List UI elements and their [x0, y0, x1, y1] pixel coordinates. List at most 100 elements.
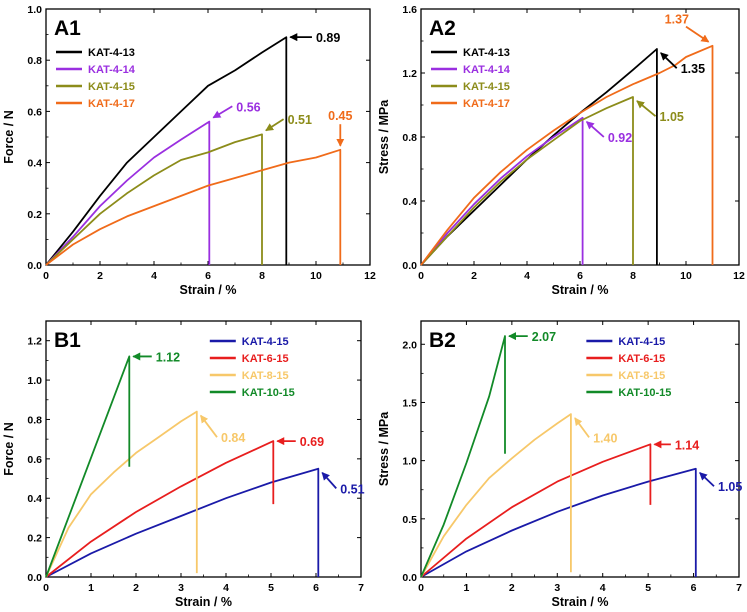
legend-label: KAT-4-13 [88, 47, 135, 59]
y-axis-title: Stress / MPa [377, 99, 391, 174]
series-line-kat-10-15 [45, 355, 131, 578]
annotation-arrow [265, 118, 285, 132]
annotation-value: 0.45 [328, 109, 352, 123]
y-tick-label: 0.0 [27, 572, 42, 584]
annotation-value: 1.12 [156, 350, 180, 364]
annotation-value: 1.05 [660, 110, 684, 124]
panel-A1: 0 2 4 6 8 10 12 0.0 0.2 0.4 0.6 0.8 1.0 Strain / % For… [2, 4, 376, 297]
y-tick-label: 0.8 [27, 414, 42, 426]
series-line-kat-4-15 [45, 133, 263, 266]
annotation-arrow [699, 472, 715, 487]
x-tick-label: 8 [630, 270, 636, 282]
x-tick-label: 10 [680, 270, 692, 282]
x-tick-label: 3 [178, 582, 184, 594]
legend-label: KAT-4-15 [242, 336, 289, 348]
series-line-kat-4-15 [420, 467, 697, 578]
y-tick-label: 0.6 [27, 454, 42, 466]
x-tick-label: 1 [464, 582, 470, 594]
panel-label: A1 [54, 17, 81, 40]
x-tick-label: 0 [43, 270, 49, 282]
annotation-arrow [636, 100, 657, 117]
x-tick-label: 6 [577, 270, 583, 282]
x-tick-label: 4 [151, 270, 157, 282]
annotation-value: 2.07 [532, 330, 556, 344]
x-tick-label: 2 [471, 270, 477, 282]
y-tick-label: 1.0 [27, 4, 42, 16]
panel-B2: 0 1 2 3 4 5 6 7 0.0 0.5 1.0 1.5 2.0 Strain / % Stress … [377, 320, 742, 609]
y-tick-label: 0.8 [402, 132, 417, 144]
y-tick-label: 0.2 [27, 533, 42, 545]
series-line-kat-4-17 [45, 148, 342, 266]
y-tick-label: 0.0 [27, 260, 42, 272]
x-tick-label: 6 [205, 270, 211, 282]
annotation-value: 0.89 [316, 31, 340, 45]
panel-label: A2 [429, 17, 456, 40]
annotation-arrow [200, 414, 218, 438]
annotation-value: 0.51 [340, 482, 364, 496]
legend-label: KAT-4-13 [463, 47, 510, 59]
annotation-arrow [574, 417, 590, 438]
annotation-arrow [685, 25, 710, 43]
annotation-value: 1.40 [593, 431, 617, 445]
annotation-value: 0.69 [300, 435, 324, 449]
series-line-kat-4-15 [45, 467, 320, 578]
x-tick-label: 7 [736, 582, 742, 594]
panel-label: B2 [429, 329, 456, 352]
y-tick-label: 0.8 [27, 55, 42, 67]
y-tick-label: 1.0 [402, 456, 417, 468]
annotation-value: 1.35 [681, 62, 705, 76]
legend-label: KAT-10-15 [618, 387, 671, 399]
panel-A2: 0 2 4 6 8 10 12 0.0 0.4 0.8 1.2 1.6 Strain / % Stress… [377, 4, 745, 297]
series-line-kat-4-14 [420, 116, 584, 266]
y-tick-label: 0.2 [27, 209, 42, 221]
series-line-kat-8-15 [45, 410, 198, 578]
y-tick-label: 0.0 [402, 572, 417, 584]
x-tick-label: 0 [418, 270, 424, 282]
x-tick-label: 4 [223, 582, 229, 594]
x-tick-label: 8 [259, 270, 265, 282]
y-tick-label: 0.4 [402, 196, 417, 208]
x-tick-label: 0 [418, 582, 424, 594]
y-tick-label: 2.0 [402, 339, 417, 351]
panel-label: B1 [54, 329, 81, 352]
y-tick-label: 0.4 [27, 158, 42, 170]
legend-label: KAT-10-15 [242, 387, 295, 399]
series-line-kat-4-17 [420, 44, 714, 266]
annotation-arrow [321, 471, 337, 489]
legend-label: KAT-4-17 [88, 98, 135, 110]
series-line-kat-4-14 [45, 120, 211, 266]
legend-label: KAT-4-14 [463, 64, 511, 76]
annotation-value: 0.51 [288, 113, 312, 127]
annotation-arrow [585, 121, 605, 138]
y-axis-title: Force / N [2, 110, 16, 164]
legend-label: KAT-8-15 [242, 370, 289, 382]
y-tick-label: 0.5 [402, 514, 417, 526]
x-tick-label: 4 [524, 270, 530, 282]
y-axis-title: Stress / MPa [377, 411, 391, 486]
x-tick-label: 2 [97, 270, 103, 282]
annotation-value: 1.14 [675, 438, 699, 452]
x-axis-title: Strain / % [552, 595, 609, 609]
legend-label: KAT-4-15 [618, 336, 665, 348]
y-tick-label: 0.6 [27, 106, 42, 118]
legend-label: KAT-6-15 [242, 353, 289, 365]
annotation-arrow [660, 52, 678, 69]
annotation-arrow [212, 105, 233, 119]
legend-label: KAT-4-17 [463, 98, 510, 110]
legend-label: KAT-4-15 [88, 81, 135, 93]
annotation-value: 0.84 [221, 431, 245, 445]
series-line-kat-4-15 [420, 96, 634, 266]
x-axis-title: Strain / % [175, 595, 232, 609]
x-tick-label: 5 [268, 582, 274, 594]
x-tick-label: 1 [88, 582, 94, 594]
x-tick-label: 2 [509, 582, 515, 594]
y-tick-label: 1.2 [27, 336, 42, 348]
x-tick-label: 6 [313, 582, 319, 594]
annotation-value: 0.92 [608, 131, 632, 145]
x-axis-title: Strain / % [180, 283, 237, 297]
annotation-value: 1.05 [718, 480, 742, 494]
y-tick-label: 1.0 [27, 375, 42, 387]
x-tick-label: 3 [554, 582, 560, 594]
x-tick-label: 4 [600, 582, 606, 594]
